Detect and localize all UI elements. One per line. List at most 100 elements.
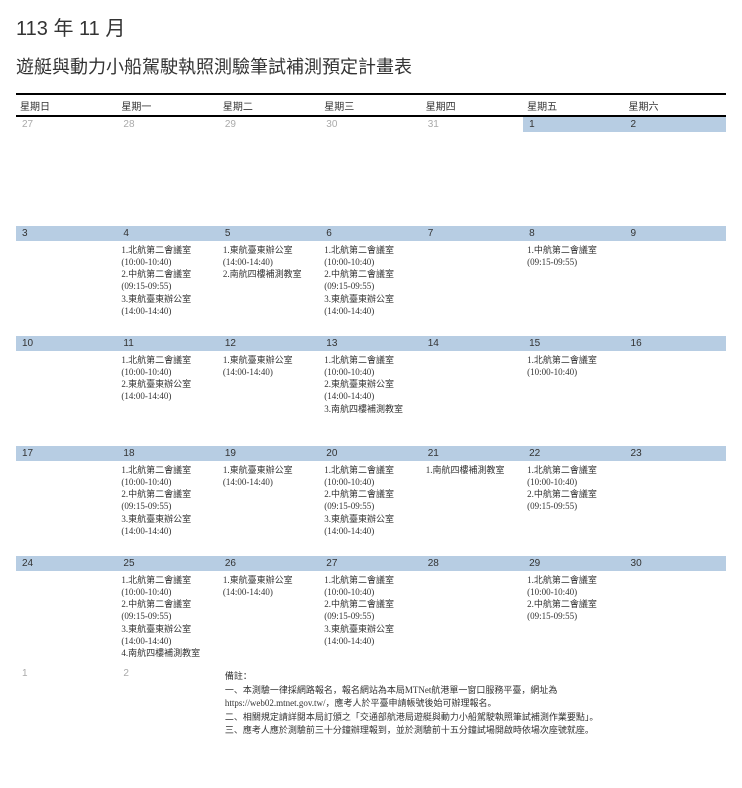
notes-line: https://web02.mtnet.gov.tw/，應考人於平臺申請帳號後始… [225,697,720,711]
calendar-cell: 29 [219,116,320,226]
event-line: (10:00-10:40) [324,586,417,598]
event-line: 1.北航第二會議室 [121,244,214,256]
event-line: (10:00-10:40) [121,256,214,268]
event-line: 3.東航臺東辦公室 [324,513,417,525]
day-events: 1.北航第二會議室(10:00-10:40) [523,351,624,382]
event-line: (10:00-10:40) [324,366,417,378]
event-line: (09:15-09:55) [527,256,620,268]
day-number: 13 [320,336,421,351]
calendar-cell: 7 [422,226,523,336]
day-number: 4 [117,226,218,241]
event-line: 1.北航第二會議室 [527,354,620,366]
event-line: (14:00-14:40) [324,635,417,647]
day-number: 16 [625,336,726,351]
notes-line: 備註： [225,670,720,684]
event-line: (14:00-14:40) [324,525,417,537]
event-line: 1.北航第二會議室 [527,574,620,586]
calendar-cell: 24 [16,556,117,666]
event-line: (10:00-10:40) [324,256,417,268]
event-line: (10:00-10:40) [121,476,214,488]
event-line: (14:00-14:40) [324,305,417,317]
calendar-cell: 51.東航臺東辦公室(14:00-14:40)2.南航四樓補測教室 [219,226,320,336]
day-number: 11 [117,336,218,351]
calendar-week-row: 24251.北航第二會議室(10:00-10:40)2.中航第二會議室(09:1… [16,556,726,666]
event-line: (09:15-09:55) [121,610,214,622]
event-line: (14:00-14:40) [121,390,214,402]
event-line: 3.東航臺東辦公室 [324,623,417,635]
calendar-cell: 3 [16,226,117,336]
day-number: 29 [219,117,320,132]
event-line: 1.東航臺東辦公室 [223,574,316,586]
weekday-header: 星期四 [422,94,523,116]
calendar-cell: 211.南航四樓補測教室 [422,446,523,556]
event-line: (09:15-09:55) [527,500,620,512]
event-line: 2.中航第二會議室 [527,598,620,610]
day-number: 3 [16,226,117,241]
event-line: (14:00-14:40) [223,476,316,488]
notes-line: 二、相關規定請詳閱本局訂頒之「交通部航港局遊艇與動力小船駕駛執照筆試補測作業要點… [225,711,720,725]
event-line: 1.北航第二會議室 [121,464,214,476]
calendar-cell: 31 [422,116,523,226]
day-events: 1.北航第二會議室(10:00-10:40)2.中航第二會議室(09:15-09… [320,571,421,651]
day-events: 1.東航臺東辦公室(14:00-14:40) [219,571,320,602]
event-line: (10:00-10:40) [527,476,620,488]
event-line: (09:15-09:55) [324,500,417,512]
day-number: 18 [117,446,218,461]
calendar-week-row: 34 1.北航第二會議室(10:00-10:40)2.中航第二會議室(09:15-… [16,226,726,336]
day-events: 1.北航第二會議室(10:00-10:40)2.東航臺東辦公室(14:00-14… [117,351,218,407]
day-number: 21 [422,446,523,461]
day-number: 8 [523,226,624,241]
calendar-cell: 9 [625,226,726,336]
calendar-cell: 23 [625,446,726,556]
calendar-cell: 151.北航第二會議室(10:00-10:40) [523,336,624,446]
day-number: 30 [320,117,421,132]
event-line: 2.中航第二會議室 [324,598,417,610]
calendar-cell: 41.北航第二會議室(10:00-10:40)2.中航第二會議室(09:15-0… [117,226,218,336]
month-heading: 113 年 11 月 [16,12,726,41]
event-line: 3.東航臺東辦公室 [324,293,417,305]
day-number: 1 [523,117,624,132]
event-line: (09:15-09:55) [324,280,417,292]
event-line: 1.東航臺東辦公室 [223,464,316,476]
event-line: (14:00-14:40) [324,390,417,402]
calendar-table: 星期日星期一星期二星期三星期四星期五星期六 272829303112341.北航… [16,93,726,776]
calendar-cell: 16 [625,336,726,446]
event-line: (14:00-14:40) [121,635,214,647]
event-line: 1.中航第二會議室 [527,244,620,256]
event-line: 1.北航第二會議室 [324,574,417,586]
calendar-week-row: 10111.北航第二會議室(10:00-10:40)2.東航臺東辦公室(14:0… [16,336,726,446]
calendar-cell: 61.北航第二會議室(10:00-10:40)2.中航第二會議室(09:15-0… [320,226,421,336]
event-line: (10:00-10:40) [324,476,417,488]
day-events: 1.東航臺東辦公室(14:00-14:40)2.南航四樓補測教室 [219,241,320,284]
day-number: 24 [16,556,117,571]
calendar-footer-row: 12備註：一、本測驗一律採網路報名，報名網站為本局MTNet航港單一窗口服務平臺… [16,666,726,776]
event-line: 2.中航第二會議室 [527,488,620,500]
calendar-cell: 181.北航第二會議室(10:00-10:40)2.中航第二會議室(09:15-… [117,446,218,556]
day-number: 2 [117,666,218,681]
calendar-cell: 8 1.中航第二會議室(09:15-09:55) [523,226,624,336]
event-line: 2.中航第二會議室 [121,598,214,610]
event-line: (14:00-14:40) [121,525,214,537]
calendar-cell: 121.東航臺東辦公室(14:00-14:40) [219,336,320,446]
day-number: 2 [625,117,726,132]
day-events: 1.北航第二會議室(10:00-10:40)2.中航第二會議室(09:15-09… [320,241,421,321]
event-line: (09:15-09:55) [121,280,214,292]
day-number: 30 [625,556,726,571]
event-line: 3.南航四樓補測教室 [324,403,417,415]
event-line: 2.南航四樓補測教室 [223,268,316,280]
calendar-cell: 191.東航臺東辦公室(14:00-14:40) [219,446,320,556]
calendar-cell: 28 [422,556,523,666]
event-line: (10:00-10:40) [527,366,620,378]
weekday-header: 星期一 [117,94,218,116]
day-events: 1.北航第二會議室(10:00-10:40)2.中航第二會議室(09:15-09… [523,571,624,627]
day-number: 14 [422,336,523,351]
day-number: 29 [523,556,624,571]
event-line: 2.東航臺東辦公室 [121,378,214,390]
weekday-header: 星期日 [16,94,117,116]
day-number: 25 [117,556,218,571]
event-line: (10:00-10:40) [527,586,620,598]
event-line: 1.北航第二會議室 [527,464,620,476]
notes-cell: 備註：一、本測驗一律採網路報名，報名網站為本局MTNet航港單一窗口服務平臺，網… [219,666,726,776]
calendar-week-row: 272829303112 [16,116,726,226]
day-events: 1.北航第二會議室(10:00-10:40)2.中航第二會議室(09:15-09… [320,461,421,541]
